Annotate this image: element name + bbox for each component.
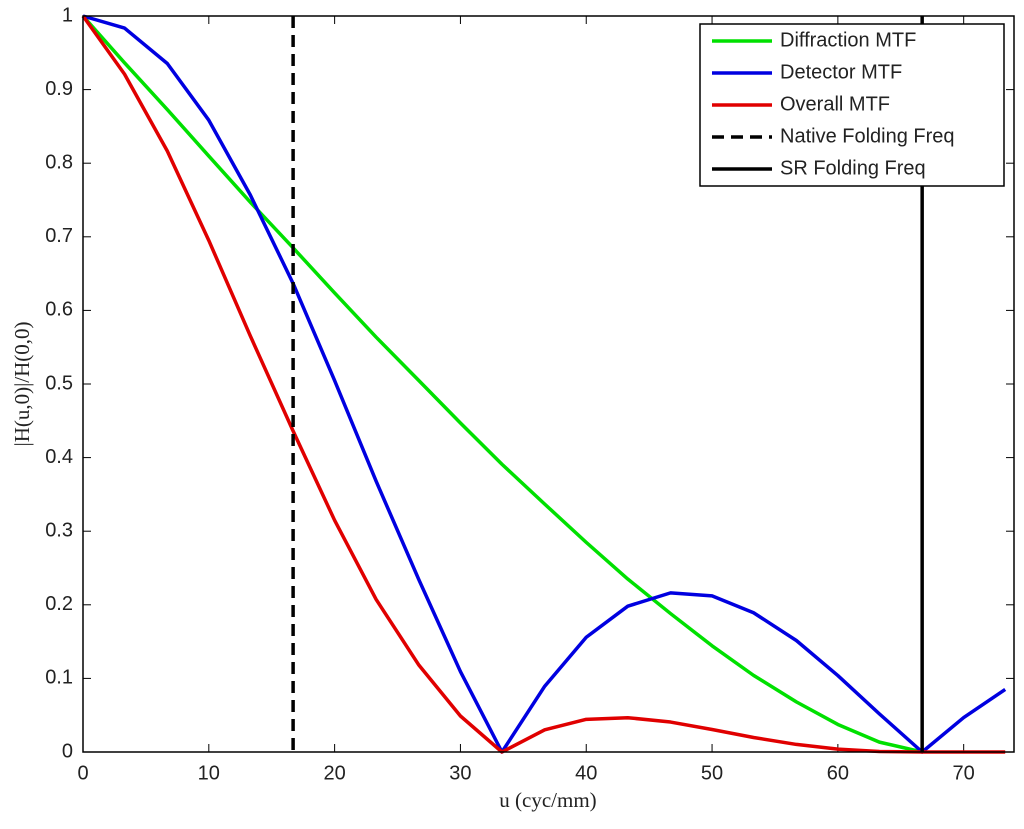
legend-label: SR Folding Freq bbox=[780, 157, 926, 179]
series-line bbox=[82, 14, 1007, 754]
x-tick-label: 20 bbox=[323, 762, 345, 784]
y-tick-label: 0.5 bbox=[45, 372, 73, 394]
x-tick-label: 0 bbox=[77, 762, 88, 784]
x-tick-label: 10 bbox=[198, 762, 220, 784]
y-tick-label: 0.7 bbox=[45, 225, 73, 247]
legend-label: Overall MTF bbox=[780, 93, 890, 115]
legend-label: Detector MTF bbox=[780, 61, 902, 83]
legend-label: Native Folding Freq bbox=[780, 125, 955, 147]
x-tick-label: 60 bbox=[827, 762, 849, 784]
x-tick-label: 30 bbox=[449, 762, 471, 784]
y-tick-label: 0.4 bbox=[45, 446, 73, 468]
series-line bbox=[81, 14, 923, 754]
plot-frame bbox=[82, 15, 1015, 753]
y-tick-label: 0 bbox=[62, 740, 73, 762]
y-axis-label: |H(u,0)|/H(0,0) bbox=[10, 321, 34, 446]
x-tick-label: 50 bbox=[701, 762, 723, 784]
y-tick-label: 0.1 bbox=[45, 667, 73, 689]
y-tick-label: 0.6 bbox=[45, 299, 73, 321]
y-tick-label: 0.9 bbox=[45, 78, 73, 100]
x-tick-label: 40 bbox=[575, 762, 597, 784]
y-tick-label: 0.3 bbox=[45, 519, 73, 541]
x-axis-label: u (cyc/mm) bbox=[499, 788, 596, 812]
y-tick-label: 1 bbox=[62, 4, 73, 26]
y-tick-label: 0.8 bbox=[45, 151, 73, 173]
series-line bbox=[81, 14, 1006, 754]
x-tick-label: 70 bbox=[953, 762, 975, 784]
y-tick-label: 0.2 bbox=[45, 593, 73, 615]
legend-label: Diffraction MTF bbox=[780, 29, 916, 51]
